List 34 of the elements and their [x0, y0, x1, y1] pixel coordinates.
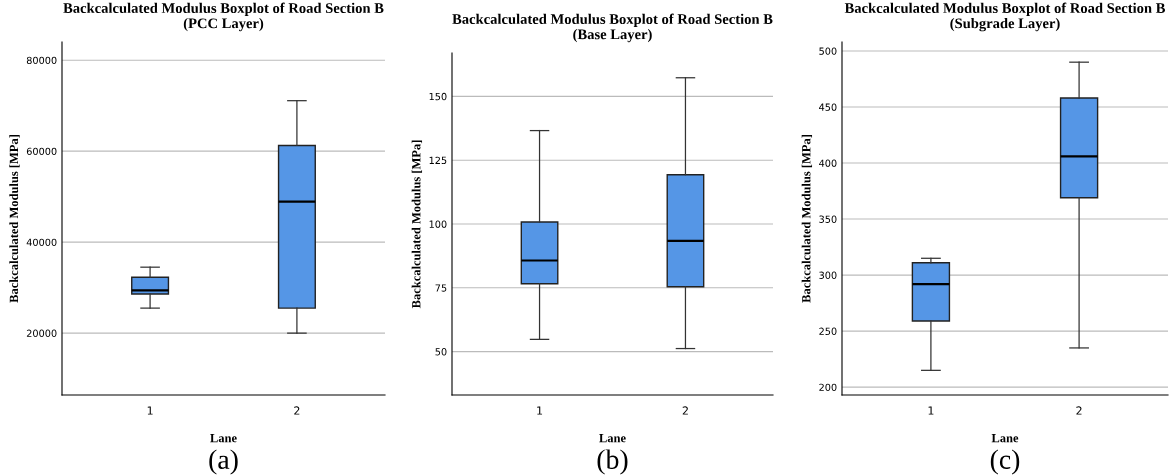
y-axis-title: Backcalculated Modulus [MPa]: [801, 135, 813, 303]
x-tick-label: 1: [928, 406, 934, 415]
text: (a): [209, 449, 238, 475]
y-tick-label: 50: [435, 348, 447, 356]
y-tick-label: 20000: [26, 329, 57, 337]
x-tick-label: 2: [294, 406, 300, 415]
x-tick-label: 2: [682, 406, 688, 415]
chart-title: Backcalculated Modulus Boxplot of Road Section B (PCC Layer): [63, 2, 384, 32]
y-tick-label: 350: [819, 215, 837, 223]
x-tick-label: 2: [1076, 406, 1082, 415]
y-tick-label: 125: [429, 156, 447, 165]
y-tick-label: 60000: [26, 147, 57, 156]
y-tick-label: 150: [429, 92, 447, 101]
text: (c): [990, 449, 1020, 475]
y-tick-label: 80000: [26, 56, 57, 65]
chart-title: Backcalculated Modulus Boxplot of Road Section B (Subgrade Layer): [844, 2, 1166, 32]
x-tick-label: 1: [537, 406, 543, 415]
y-axis-title: Backcalculated Modulus [MPa]: [9, 135, 20, 303]
x-axis-title: Lane: [210, 434, 237, 443]
y-tick-label: 400: [819, 159, 837, 167]
x-axis-title: Lane: [991, 434, 1019, 443]
chart-title: Backcalculated Modulus Boxplot of Road Section B (Base Layer): [452, 13, 773, 43]
y-tick-label: 500: [819, 47, 837, 55]
y-tick-label: 250: [819, 327, 837, 335]
y-tick-label: 200: [819, 383, 837, 391]
x-tick-label: 1: [147, 406, 153, 415]
text: (b): [597, 449, 628, 475]
y-tick-label: 300: [819, 271, 837, 279]
x-axis-title: Lane: [599, 434, 626, 443]
y-tick-label: 40000: [26, 238, 57, 246]
y-tick-label: 100: [429, 220, 447, 228]
y-tick-label: 450: [819, 103, 837, 111]
y-tick-label: 75: [435, 284, 447, 292]
y-axis-title: Backcalculated Modulus [MPa]: [411, 140, 423, 309]
